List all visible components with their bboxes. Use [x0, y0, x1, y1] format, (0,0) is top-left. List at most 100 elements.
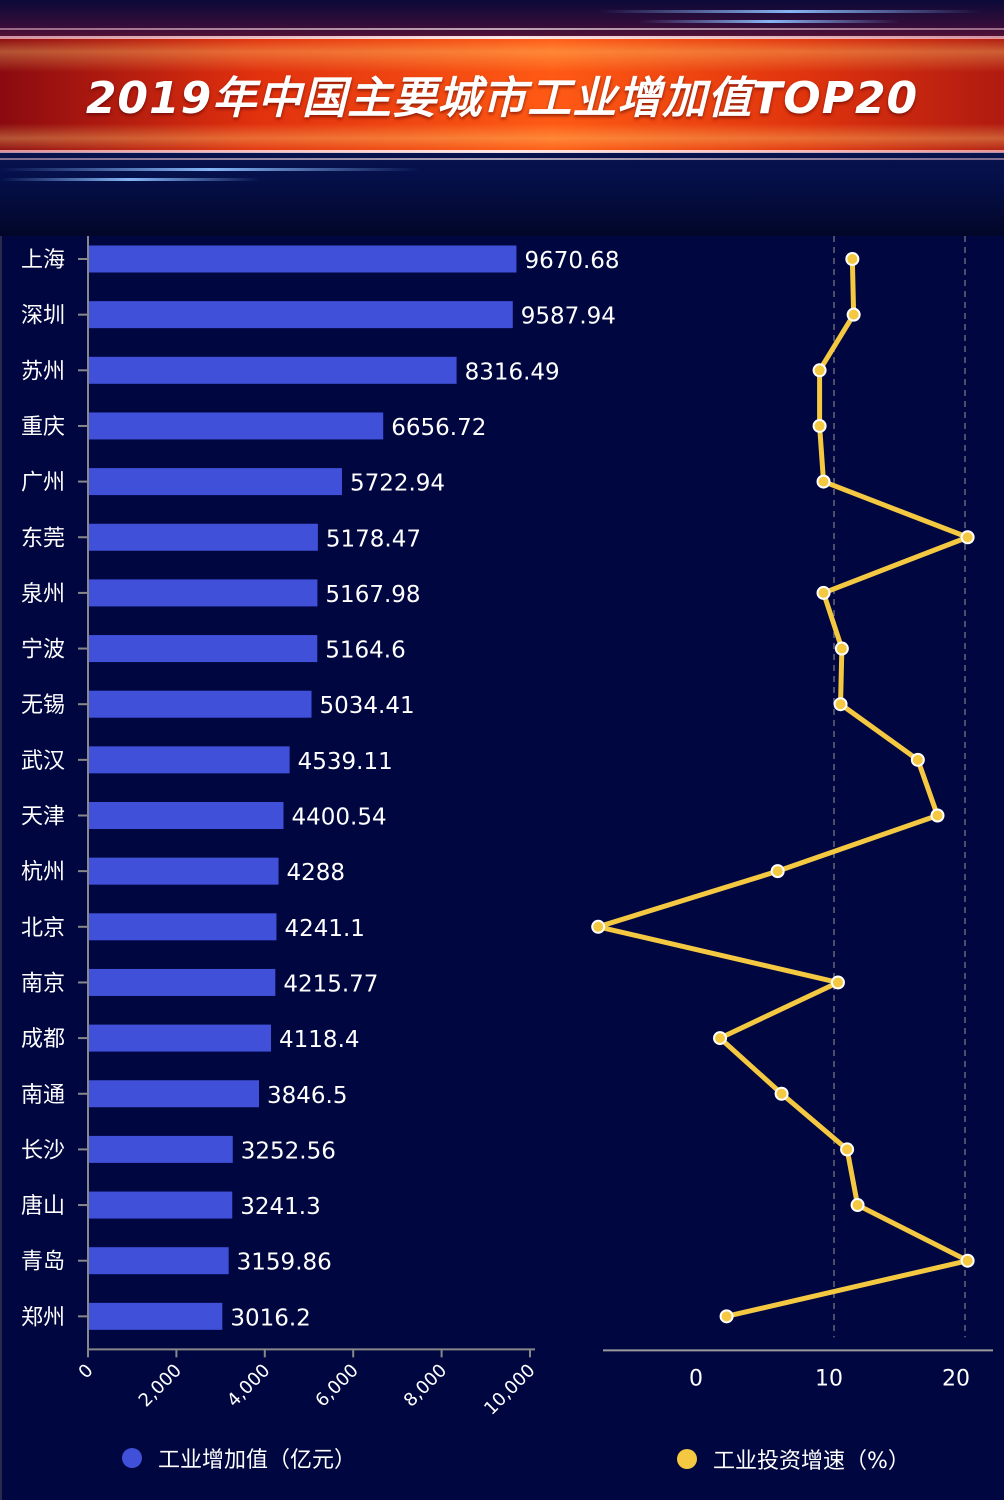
bar-value-label: 4215.77	[283, 971, 378, 997]
line-point[interactable]	[816, 585, 831, 600]
bar-value-label: 3016.2	[230, 1305, 310, 1331]
city-label: 深圳	[21, 304, 65, 329]
city-label: 广州	[21, 471, 65, 496]
bar[interactable]	[89, 968, 276, 996]
x-tick-label: 2,000	[135, 1360, 186, 1411]
page-title: 2019年中国主要城市工业增加值TOP20	[85, 73, 919, 124]
line-point[interactable]	[591, 919, 606, 934]
bar-value-label: 4288	[287, 860, 346, 886]
legend-bar[interactable]: 工业增加值（亿元）	[122, 1442, 356, 1474]
line-point[interactable]	[910, 752, 925, 767]
bar[interactable]	[89, 690, 312, 718]
city-label: 宁波	[21, 638, 65, 663]
line-x-tick-label: 0	[689, 1366, 703, 1391]
bar[interactable]	[89, 1302, 223, 1330]
bar-value-label: 4241.1	[284, 916, 364, 942]
decorative-streak	[640, 20, 900, 23]
bar-value-label: 4400.54	[292, 805, 387, 831]
bar-value-label: 8316.49	[465, 359, 560, 385]
line-point[interactable]	[770, 864, 785, 879]
city-label: 成都	[21, 1027, 65, 1052]
x-tick-label: 4,000	[223, 1360, 274, 1411]
line-point[interactable]	[833, 697, 848, 712]
bar[interactable]	[89, 802, 284, 829]
city-label: 北京	[21, 916, 65, 941]
bar-value-label: 9587.94	[521, 304, 616, 330]
bar[interactable]	[89, 523, 318, 551]
bar-value-label: 3252.56	[241, 1138, 336, 1164]
x-tick-label: 6,000	[311, 1360, 362, 1411]
line-point[interactable]	[840, 1142, 855, 1157]
bar-value-label: 5034.41	[320, 693, 415, 719]
line-point[interactable]	[960, 530, 975, 545]
bar-value-label: 5178.47	[326, 526, 421, 552]
red-band	[0, 38, 1004, 152]
line-point[interactable]	[830, 975, 845, 990]
line-point[interactable]	[834, 641, 849, 656]
city-label: 重庆	[21, 415, 65, 440]
decorative-line	[0, 158, 1004, 160]
bar[interactable]	[89, 301, 513, 329]
line-point[interactable]	[960, 1253, 975, 1268]
line-point[interactable]	[850, 1198, 865, 1213]
decorative-streak	[0, 168, 420, 171]
bar[interactable]	[89, 1135, 233, 1163]
line-x-tick-label: 20	[942, 1366, 970, 1391]
bar[interactable]	[89, 1247, 229, 1275]
city-label: 苏州	[21, 359, 65, 384]
bar-value-label: 5167.98	[325, 582, 420, 608]
city-label: 天津	[21, 805, 65, 830]
line-point[interactable]	[816, 474, 831, 489]
bar[interactable]	[89, 635, 318, 663]
x-tick-label: 10,000	[480, 1360, 539, 1419]
bar-value-label: 3846.5	[267, 1083, 347, 1109]
title-banner: 2019年中国主要城市工业增加值TOP20	[0, 0, 1004, 236]
decorative-line	[0, 36, 1004, 39]
city-label: 南京	[21, 971, 65, 996]
bar-value-label: 4539.11	[298, 749, 393, 775]
bar-value-label: 3159.86	[237, 1250, 332, 1276]
bar-value-label: 9670.68	[524, 248, 619, 274]
city-label: 郑州	[21, 1305, 65, 1330]
legend-line-label: 工业投资增速（%）	[713, 1449, 910, 1474]
bar[interactable]	[89, 746, 290, 774]
bar-chart: 上海 9670.68 深圳 9587.94 苏州 8316.49 重庆 6656.72 广州 57…	[21, 236, 620, 1419]
line-point[interactable]	[719, 1309, 734, 1324]
city-label: 长沙	[21, 1138, 65, 1163]
bar[interactable]	[89, 1024, 272, 1052]
bar[interactable]	[89, 857, 279, 885]
line-point[interactable]	[846, 307, 861, 322]
city-label: 上海	[21, 248, 65, 273]
line-point[interactable]	[812, 418, 827, 433]
line-chart: 0 10 20	[591, 236, 993, 1391]
city-label: 唐山	[21, 1194, 65, 1219]
bar[interactable]	[89, 412, 384, 440]
line-point[interactable]	[774, 1086, 789, 1101]
city-label: 杭州	[21, 860, 65, 885]
bar[interactable]	[89, 245, 517, 273]
line-point[interactable]	[812, 363, 827, 378]
legend-line-dot-icon	[677, 1449, 697, 1469]
city-label: 泉州	[21, 582, 65, 607]
bar[interactable]	[89, 468, 342, 496]
legend-line[interactable]: 工业投资增速（%）	[677, 1443, 910, 1475]
legend-bar-label: 工业增加值（亿元）	[158, 1448, 357, 1473]
x-tick-label: 0	[75, 1360, 98, 1383]
bar[interactable]	[89, 1191, 233, 1219]
city-label: 青岛	[21, 1250, 65, 1275]
bar-value-label: 4118.4	[279, 1027, 359, 1053]
line-point[interactable]	[713, 1031, 728, 1046]
decorative-streak	[0, 178, 260, 181]
city-label: 武汉	[21, 749, 65, 774]
decorative-streak	[600, 10, 980, 13]
line-x-tick-label: 10	[815, 1366, 843, 1391]
bar[interactable]	[89, 579, 318, 607]
bar[interactable]	[89, 1080, 260, 1108]
line-series	[595, 258, 971, 1319]
line-point[interactable]	[845, 252, 860, 266]
x-tick-label: 8,000	[400, 1360, 451, 1411]
city-label: 南通	[21, 1083, 65, 1108]
line-point[interactable]	[930, 808, 945, 823]
bar[interactable]	[89, 913, 277, 941]
bar[interactable]	[89, 356, 457, 384]
